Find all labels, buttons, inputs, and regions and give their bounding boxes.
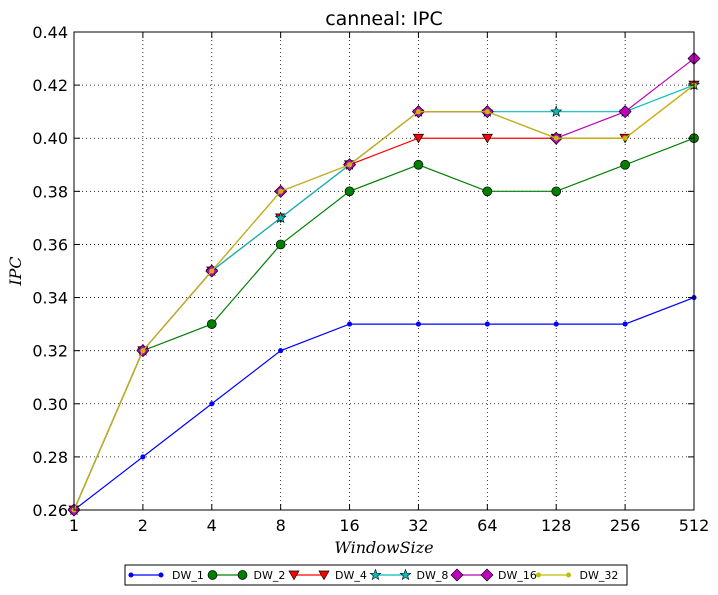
x-tick-labels: 1 2 4 8 16 32 64 128 256 512 (69, 516, 709, 535)
data-point (484, 109, 490, 115)
x-tick-label: 128 (541, 516, 572, 535)
data-point (550, 105, 563, 117)
data-point (347, 162, 353, 168)
legend: DW_1 DW_2 DW_4 DW_8 DW_16 DW_32 (124, 564, 628, 586)
legend-marker (565, 572, 572, 578)
axis-ticks (73, 31, 695, 511)
data-point (278, 188, 284, 194)
y-tick-label: 0.28 (32, 448, 68, 467)
data-point (209, 268, 215, 274)
series-dw-16 (67, 52, 701, 517)
data-point (622, 135, 628, 141)
data-point (415, 109, 421, 115)
data-point (415, 321, 421, 327)
legend-marker (318, 570, 330, 581)
data-point (622, 321, 628, 327)
series-line (73, 297, 695, 511)
legend-marker (288, 570, 300, 581)
data-point (344, 186, 355, 197)
x-tick-label: 256 (610, 516, 641, 535)
legend-marker (158, 572, 164, 578)
x-tick-label: 512 (679, 516, 710, 535)
legend-label: DW_32 (580, 569, 619, 582)
legend-label: DW_2 (254, 569, 286, 582)
y-tick-label: 0.26 (32, 501, 68, 520)
legend-entry: DW_16 (450, 568, 537, 582)
legend-marker (450, 568, 464, 582)
series-dw-4 (68, 80, 700, 516)
data-point (620, 159, 630, 170)
y-tick-label: 0.32 (32, 342, 68, 361)
data-point (206, 319, 217, 329)
legend-marker (128, 572, 134, 578)
legend-entry: DW_2 (207, 569, 286, 582)
plot-frame (73, 31, 695, 511)
data-point (347, 321, 353, 327)
legend-entry: DW_8 (369, 568, 449, 582)
legend-marker (535, 572, 542, 578)
data-point (481, 133, 493, 144)
data-point (209, 401, 215, 407)
y-tick-label: 0.40 (32, 129, 68, 148)
data-point (278, 348, 284, 354)
y-tick-labels: 0.26 0.28 0.30 0.32 0.34 0.36 0.38 0.40 0.42 0.44 (32, 23, 68, 520)
data-point (412, 133, 425, 144)
legend-label: DW_4 (335, 569, 367, 582)
data-point (274, 211, 287, 224)
legend-marker (480, 568, 494, 582)
legend-marker (237, 570, 248, 580)
data-point (482, 186, 493, 197)
legend-label: DW_16 (498, 569, 537, 582)
legend-marker (207, 570, 218, 580)
data-point (140, 454, 146, 460)
x-axis-title: WindowSize (334, 538, 433, 557)
data-point (618, 105, 632, 119)
x-tick-label: 16 (339, 516, 359, 535)
data-point (553, 321, 559, 327)
legend-marker (369, 568, 382, 581)
x-tick-label: 2 (138, 516, 148, 535)
legend-marker (399, 568, 412, 581)
series-dw-32 (71, 82, 697, 513)
series-line (73, 137, 695, 511)
y-tick-label: 0.30 (32, 395, 68, 414)
x-tick-label: 32 (408, 516, 428, 535)
series-layer (67, 52, 701, 517)
legend-entry: DW_32 (535, 569, 619, 582)
legend-label: DW_8 (417, 569, 449, 582)
series-dw-8 (67, 78, 701, 516)
y-tick-label: 0.42 (32, 76, 68, 95)
legend-label: DW_1 (172, 569, 204, 582)
data-point (413, 159, 424, 170)
chart-title: canneal: IPC (325, 8, 443, 30)
data-point (275, 239, 286, 250)
y-tick-label: 0.44 (32, 23, 68, 42)
x-tick-label: 64 (477, 516, 497, 535)
x-tick-label: 4 (207, 516, 217, 535)
series-line (73, 58, 695, 511)
legend-entry: DW_4 (288, 569, 367, 582)
y-axis-title: IPC (6, 256, 25, 286)
x-tick-label: 8 (276, 516, 286, 535)
data-point (140, 348, 146, 354)
series-line (73, 84, 695, 511)
data-point (551, 186, 562, 197)
y-tick-label: 0.36 (32, 235, 68, 254)
data-point (484, 321, 490, 327)
x-tick-label: 1 (69, 516, 79, 535)
legend-entry: DW_1 (128, 569, 204, 582)
data-point (553, 135, 559, 141)
y-tick-label: 0.34 (32, 289, 68, 308)
y-tick-label: 0.38 (32, 182, 68, 201)
